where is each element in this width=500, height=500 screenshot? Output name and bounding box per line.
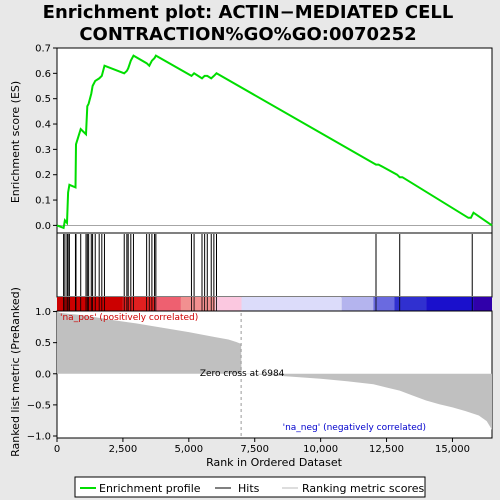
hits-panel	[56, 232, 493, 298]
es-y-axis-title: Enrichment score (ES)	[9, 81, 22, 203]
x-ticks: 0 2,500 5,000 7,500 10,000 12,500 15,000	[54, 438, 470, 455]
metric-y-ticks: −1.0 −0.5 0.0 0.5 1.0	[27, 307, 57, 443]
x-tick-label: 15,000	[435, 444, 470, 455]
x-tick-label: 10,000	[303, 444, 338, 455]
x-tick-label: 0	[54, 444, 60, 455]
es-y-tick-label: 0.1	[35, 196, 51, 207]
es-y-tick-label: 0.4	[35, 120, 51, 131]
es-y-tick-label: 0.2	[35, 170, 51, 181]
negative-annotation: 'na_neg' (negatively correlated)	[283, 423, 426, 433]
es-y-tick-label: 0.6	[35, 69, 51, 80]
chart-title-line1: Enrichment plot: ACTIN−MEDIATED CELL	[43, 2, 454, 23]
es-y-tick-label: 0.0	[35, 221, 51, 232]
metric-y-tick-label: 0.5	[35, 338, 51, 349]
chart-title-line2: CONTRACTION%GO%GO:0070252	[79, 24, 416, 45]
es-y-tick-label: 0.7	[35, 44, 51, 55]
metric-y-tick-label: −0.5	[27, 400, 51, 411]
es-y-tick-label: 0.5	[35, 94, 51, 105]
es-y-ticks: 0.0 0.1 0.2 0.3 0.4 0.5 0.6 0.7	[35, 44, 57, 232]
es-profile-line	[56, 54, 493, 230]
x-tick-label: 7,500	[240, 444, 269, 455]
metric-area-fill	[57, 311, 492, 430]
metric-y-tick-label: 1.0	[35, 307, 51, 318]
color-band-segment	[241, 297, 342, 311]
legend-label-ranking-metric: Ranking metric scores	[302, 482, 424, 495]
hit-marks	[63, 234, 473, 296]
color-band-segment	[426, 297, 474, 311]
x-tick-label: 2,500	[109, 444, 138, 455]
metric-y-tick-label: −1.0	[27, 432, 51, 443]
color-band-segment	[154, 297, 181, 311]
x-tick-label: 5,000	[174, 444, 203, 455]
color-band-segment	[180, 297, 216, 311]
color-band-segment	[215, 297, 242, 311]
metric-y-axis-title: Ranked list metric (PreRanked)	[9, 287, 22, 457]
zero-cross-label: Zero cross at 6984	[200, 369, 285, 379]
legend-label-enrichment-profile: Enrichment profile	[99, 482, 201, 495]
metric-panel: −1.0 −0.5 0.0 0.5 1.0 Zero cross at 6984 'na…	[27, 307, 493, 443]
color-band-segment	[341, 297, 374, 311]
color-band-segment	[373, 297, 395, 311]
es-plot-area	[56, 47, 493, 234]
rank-color-band	[57, 297, 492, 311]
color-band-segment	[473, 297, 492, 311]
positive-annotation: 'na_pos' (positively correlated)	[60, 313, 198, 323]
legend: Enrichment profile Hits Ranking metric s…	[74, 476, 426, 498]
metric-scores	[57, 311, 492, 430]
x-tick-label: 12,500	[369, 444, 404, 455]
metric-y-tick-label: 0.0	[35, 369, 51, 380]
color-band-segment	[122, 297, 155, 311]
es-panel: 0.0 0.1 0.2 0.3 0.4 0.5 0.6 0.7	[35, 44, 493, 234]
x-axis-title: Rank in Ordered Dataset	[206, 456, 343, 469]
legend-box	[74, 476, 426, 498]
color-band-segment	[57, 297, 123, 311]
color-band-segment	[394, 297, 427, 311]
hits-plot-area	[56, 232, 493, 298]
es-series	[56, 54, 493, 230]
legend-label-hits: Hits	[238, 482, 260, 495]
es-y-tick-label: 0.3	[35, 145, 51, 156]
